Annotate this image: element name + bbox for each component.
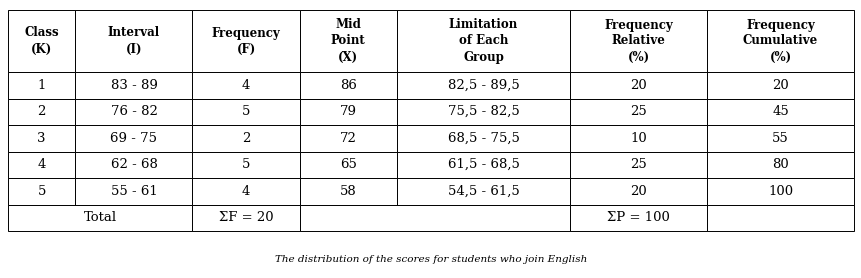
- Text: 4: 4: [242, 79, 250, 92]
- Text: 4: 4: [242, 185, 250, 198]
- Text: 65: 65: [339, 158, 356, 171]
- Text: 55: 55: [771, 132, 788, 145]
- Text: 83 - 89: 83 - 89: [110, 79, 158, 92]
- Text: 62 - 68: 62 - 68: [110, 158, 158, 171]
- Text: The distribution of the scores for students who join English: The distribution of the scores for stude…: [275, 255, 586, 264]
- Bar: [570, 152, 706, 178]
- Bar: [706, 205, 853, 231]
- Text: 55 - 61: 55 - 61: [110, 185, 158, 198]
- Bar: [192, 98, 300, 125]
- Bar: [76, 152, 192, 178]
- Text: 20: 20: [629, 185, 647, 198]
- Text: Frequency
(F): Frequency (F): [212, 26, 280, 56]
- Text: 25: 25: [629, 158, 647, 171]
- Bar: [192, 125, 300, 152]
- Text: Limitation
of Each
Group: Limitation of Each Group: [449, 19, 517, 63]
- Bar: [76, 125, 192, 152]
- Bar: [192, 10, 300, 72]
- Text: 61,5 - 68,5: 61,5 - 68,5: [447, 158, 519, 171]
- Bar: [706, 125, 853, 152]
- Bar: [570, 98, 706, 125]
- Text: 79: 79: [339, 105, 356, 118]
- Text: 80: 80: [771, 158, 788, 171]
- Bar: [570, 178, 706, 205]
- Bar: [192, 72, 300, 98]
- Bar: [300, 10, 396, 72]
- Text: 3: 3: [37, 132, 46, 145]
- Text: 1: 1: [38, 79, 46, 92]
- Bar: [706, 152, 853, 178]
- Bar: [300, 125, 396, 152]
- Text: ΣP = 100: ΣP = 100: [607, 211, 670, 224]
- Bar: [300, 98, 396, 125]
- Text: 5: 5: [242, 105, 250, 118]
- Text: 76 - 82: 76 - 82: [110, 105, 158, 118]
- Text: 4: 4: [38, 158, 46, 171]
- Text: 69 - 75: 69 - 75: [110, 132, 158, 145]
- Bar: [396, 10, 570, 72]
- Bar: [8, 178, 76, 205]
- Text: 100: 100: [767, 185, 792, 198]
- Text: 82,5 - 89,5: 82,5 - 89,5: [447, 79, 519, 92]
- Text: 54,5 - 61,5: 54,5 - 61,5: [447, 185, 519, 198]
- Bar: [8, 125, 76, 152]
- Bar: [396, 72, 570, 98]
- Bar: [8, 98, 76, 125]
- Bar: [396, 178, 570, 205]
- Bar: [76, 98, 192, 125]
- Text: Frequency
Cumulative
(%): Frequency Cumulative (%): [742, 19, 817, 63]
- Bar: [396, 98, 570, 125]
- Text: Total: Total: [84, 211, 116, 224]
- Bar: [706, 178, 853, 205]
- Bar: [192, 152, 300, 178]
- Bar: [76, 10, 192, 72]
- Bar: [570, 10, 706, 72]
- Bar: [396, 125, 570, 152]
- Text: 72: 72: [339, 132, 356, 145]
- Bar: [706, 72, 853, 98]
- Bar: [570, 205, 706, 231]
- Bar: [192, 178, 300, 205]
- Bar: [300, 152, 396, 178]
- Bar: [706, 10, 853, 72]
- Text: 45: 45: [771, 105, 788, 118]
- Bar: [300, 205, 570, 231]
- Text: Mid
Point
(X): Mid Point (X): [331, 19, 365, 63]
- Text: 58: 58: [339, 185, 356, 198]
- Text: 20: 20: [771, 79, 788, 92]
- Bar: [570, 125, 706, 152]
- Bar: [8, 205, 192, 231]
- Bar: [300, 178, 396, 205]
- Text: ΣF = 20: ΣF = 20: [219, 211, 273, 224]
- Bar: [706, 98, 853, 125]
- Text: 5: 5: [242, 158, 250, 171]
- Bar: [76, 178, 192, 205]
- Bar: [8, 10, 76, 72]
- Text: 2: 2: [38, 105, 46, 118]
- Bar: [300, 72, 396, 98]
- Text: 10: 10: [629, 132, 647, 145]
- Bar: [192, 205, 300, 231]
- Text: 20: 20: [629, 79, 647, 92]
- Text: 86: 86: [339, 79, 356, 92]
- Bar: [8, 72, 76, 98]
- Text: 5: 5: [38, 185, 46, 198]
- Text: 75,5 - 82,5: 75,5 - 82,5: [447, 105, 519, 118]
- Text: 68,5 - 75,5: 68,5 - 75,5: [447, 132, 519, 145]
- Text: Frequency
Relative
(%): Frequency Relative (%): [604, 19, 672, 63]
- Bar: [396, 152, 570, 178]
- Text: Interval
(I): Interval (I): [108, 26, 160, 56]
- Text: Class
(K): Class (K): [24, 26, 59, 56]
- Text: 2: 2: [242, 132, 250, 145]
- Bar: [76, 72, 192, 98]
- Text: 25: 25: [629, 105, 647, 118]
- Bar: [570, 72, 706, 98]
- Bar: [8, 152, 76, 178]
